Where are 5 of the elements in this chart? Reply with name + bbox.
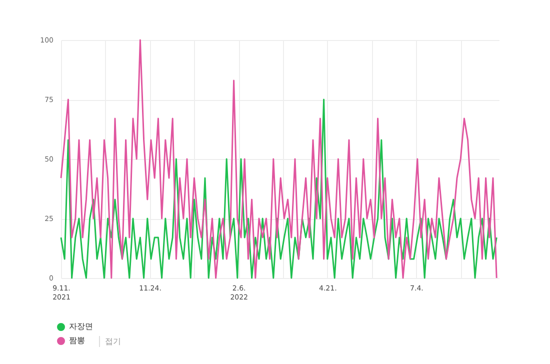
legend-label: 짬뽕 [69, 336, 85, 345]
line-series [60, 39, 498, 279]
text: 접기 [99, 336, 121, 347]
legend-label: 자장면 [69, 322, 93, 331]
line-series [60, 98, 498, 279]
